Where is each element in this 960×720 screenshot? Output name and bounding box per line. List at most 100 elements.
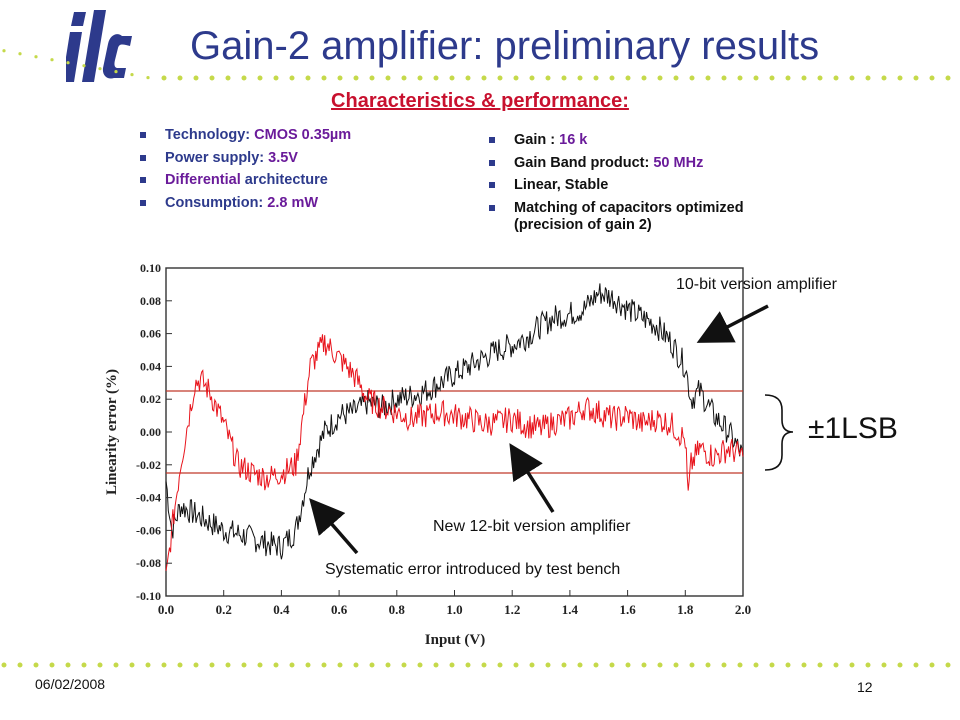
divider-dot	[753, 662, 759, 668]
divider-dot	[321, 662, 327, 668]
divider-dot	[417, 75, 423, 81]
divider-dot	[193, 662, 199, 668]
divider-dot	[369, 662, 375, 668]
square-bullet-icon	[140, 154, 146, 161]
divider-dot	[145, 662, 151, 668]
divider-dot	[114, 70, 118, 74]
section-subtitle: Characteristics & performance:	[331, 90, 629, 112]
divider-dot	[433, 662, 439, 668]
lsb-label: ±1LSB	[808, 412, 898, 445]
spec-list-right: Gain : 16 k Gain Band product: 50 MHz Line…	[486, 132, 816, 239]
y-axis-label: Linearity error (%)	[104, 369, 120, 495]
divider-dot	[241, 662, 247, 668]
divider-dot	[177, 662, 183, 668]
square-bullet-icon	[489, 204, 495, 211]
divider-dot	[50, 58, 54, 62]
divider-dot	[529, 662, 535, 668]
divider-dot	[289, 75, 295, 81]
square-bullet-icon	[140, 199, 146, 206]
divider-dot	[801, 662, 807, 668]
y-tick-label: 0.08	[140, 294, 161, 308]
spec-label: Gain Band product:	[514, 154, 654, 171]
y-tick-label: 0.02	[140, 392, 161, 406]
divider-dot	[561, 75, 567, 81]
divider-dot	[225, 662, 231, 668]
annotation-10bit: 10-bit version amplifier	[676, 276, 837, 293]
x-tick-label: 0.4	[273, 602, 290, 617]
divider-dot	[130, 73, 134, 77]
divider-dot	[481, 75, 487, 81]
divider-dot	[785, 662, 791, 668]
divider-dot	[49, 662, 55, 668]
spec-item: Power supply: 3.5V	[137, 150, 437, 167]
x-tick-label: 0.8	[389, 602, 406, 617]
divider-dot	[657, 75, 663, 81]
divider-dot	[97, 662, 103, 668]
divider-dot	[113, 662, 119, 668]
spec-label: Gain :	[514, 132, 560, 148]
divider-dot	[609, 75, 615, 81]
divider-dot	[433, 75, 439, 81]
spec-label: Consumption:	[165, 194, 268, 211]
y-tick-label: 0.06	[140, 327, 161, 341]
divider-dot	[577, 75, 583, 81]
divider-dot	[353, 75, 359, 81]
divider-dot	[33, 662, 39, 668]
divider-dot	[273, 662, 279, 668]
divider-dot	[673, 662, 679, 668]
divider-dot	[305, 662, 311, 668]
divider-dot	[737, 75, 743, 81]
square-bullet-icon	[489, 182, 495, 188]
square-bullet-icon	[489, 159, 495, 166]
divider-dot	[129, 662, 135, 668]
divider-dot	[929, 662, 935, 668]
spec-suffix: architecture	[240, 172, 328, 188]
divider-dot	[337, 662, 343, 668]
divider-dot	[17, 662, 23, 668]
divider-dot	[833, 662, 839, 668]
divider-dot	[705, 662, 711, 668]
divider-dot	[481, 662, 487, 668]
divider-dot	[833, 75, 839, 81]
y-tick-label: -0.06	[136, 523, 161, 537]
divider-dot	[241, 75, 247, 81]
divider-dot	[289, 662, 295, 668]
divider-dot	[913, 75, 919, 81]
divider-dot	[257, 75, 263, 81]
square-bullet-icon	[140, 177, 146, 183]
divider-dot	[817, 662, 823, 668]
divider-dot	[817, 75, 823, 81]
x-tick-label: 0.2	[216, 602, 232, 617]
divider-dot	[881, 75, 887, 81]
y-tick-label: 0.10	[140, 261, 161, 275]
divider-dot	[146, 76, 150, 80]
divider-dot	[657, 662, 663, 668]
divider-dot	[257, 662, 263, 668]
x-tick-label: 1.0	[446, 602, 462, 617]
divider-dot	[449, 75, 455, 81]
plot-frame	[165, 267, 744, 597]
y-tick-label: -0.04	[136, 491, 161, 505]
divider-dot	[577, 662, 583, 668]
x-tick-label: 0.0	[158, 602, 174, 617]
divider-dot	[865, 75, 871, 81]
page-number: 12	[857, 679, 873, 695]
top-dotted-divider	[2, 49, 951, 81]
divider-dot	[305, 75, 311, 81]
series-line-10bit	[165, 283, 744, 560]
divider-dot	[849, 662, 855, 668]
divider-dot	[65, 662, 71, 668]
divider-dot	[753, 75, 759, 81]
divider-dot	[945, 662, 951, 668]
divider-dot	[689, 75, 695, 81]
divider-dot	[401, 75, 407, 81]
y-tick-label: 0.00	[140, 425, 161, 439]
spec-label: Technology:	[165, 127, 255, 143]
spec-text: Matching of capacitors optimized (precis…	[514, 199, 744, 233]
x-tick-label: 0.6	[331, 602, 348, 617]
divider-dot	[353, 662, 359, 668]
divider-dot	[82, 64, 86, 68]
divider-dot	[513, 75, 519, 81]
divider-dot	[2, 49, 6, 53]
divider-dot	[465, 75, 471, 81]
